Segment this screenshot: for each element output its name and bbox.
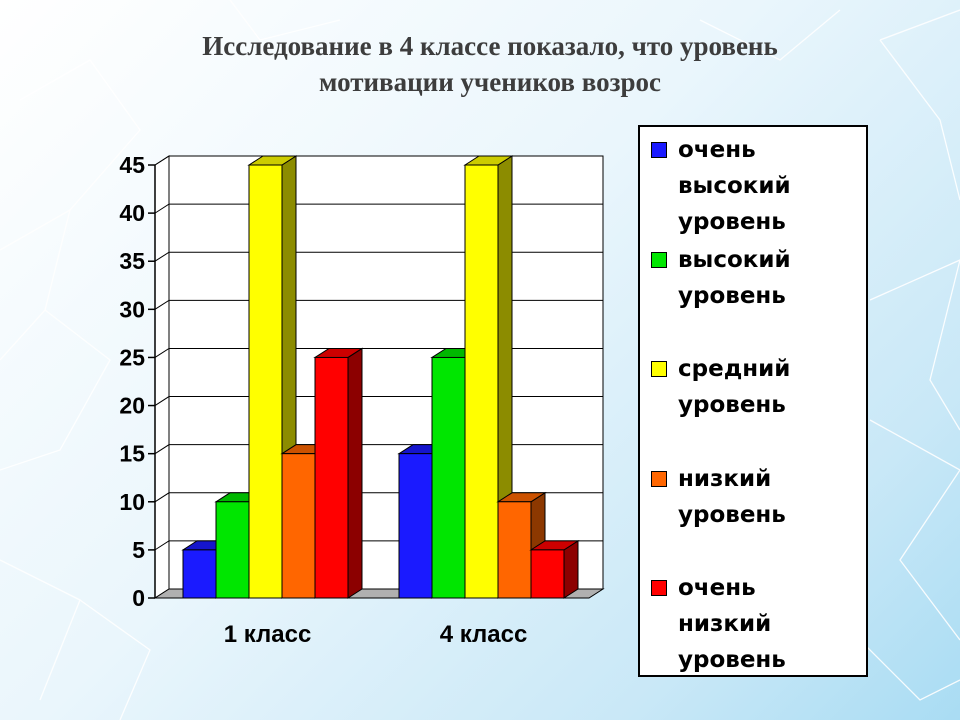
bar-1-5 — [313, 347, 364, 599]
y-tick-label: 25 — [119, 344, 145, 370]
gridline — [154, 155, 603, 166]
bar-front — [431, 356, 466, 599]
legend-swatch — [651, 252, 667, 268]
bar-front — [281, 453, 316, 599]
y-tick-label: 40 — [119, 200, 145, 226]
y-tick-label: 5 — [132, 537, 145, 563]
chart-legend: очень высокий уровень высокий уровень сред… — [638, 125, 868, 677]
legend-label: средний уровень — [678, 356, 791, 418]
legend-item: очень высокий уровень — [651, 132, 868, 240]
bar-side — [563, 539, 579, 599]
legend-swatch — [651, 471, 667, 487]
legend-swatch — [651, 580, 667, 596]
legend-label: низкий уровень — [678, 466, 786, 528]
y-tick-label: 45 — [119, 152, 145, 178]
legend-label: высокий уровень — [678, 247, 791, 309]
x-category-label: 1 класс — [224, 621, 312, 648]
bar-side — [347, 347, 363, 599]
gridline — [154, 251, 603, 262]
slide-title: Исследование в 4 классе показало, что ур… — [100, 28, 880, 100]
title-line-2: мотивации учеников возрос — [319, 67, 661, 97]
y-tick-label: 0 — [132, 585, 145, 611]
bar-front — [398, 453, 433, 599]
bar-front — [314, 356, 349, 599]
legend-label: очень низкий уровень — [678, 575, 786, 673]
bar-front — [215, 501, 250, 599]
y-tick-label: 15 — [119, 441, 145, 467]
plot-side-wall — [154, 155, 170, 599]
bar-front — [464, 164, 499, 599]
legend-swatch — [651, 142, 667, 158]
bar-front — [530, 549, 565, 599]
legend-item: средний уровень — [651, 351, 868, 423]
bar-front — [497, 501, 532, 599]
y-tick-label: 35 — [119, 248, 145, 274]
gridline — [154, 299, 603, 310]
y-tick-label: 20 — [119, 393, 145, 419]
legend-item: низкий уровень — [651, 461, 868, 533]
gridline — [154, 203, 603, 214]
y-tick-label: 30 — [119, 296, 145, 322]
bar-front — [182, 549, 217, 599]
legend-label: очень высокий уровень — [678, 137, 791, 235]
bar-front — [248, 164, 283, 599]
x-category-label: 4 класс — [440, 621, 528, 648]
y-tick-label: 10 — [119, 489, 145, 515]
legend-item: очень низкий уровень — [651, 570, 868, 678]
bar-2-3 — [463, 155, 514, 599]
legend-swatch — [651, 361, 667, 377]
bar-2-5 — [529, 539, 580, 599]
legend-item: высокий уровень — [651, 242, 868, 314]
title-line-1: Исследование в 4 классе показало, что ур… — [202, 31, 778, 61]
